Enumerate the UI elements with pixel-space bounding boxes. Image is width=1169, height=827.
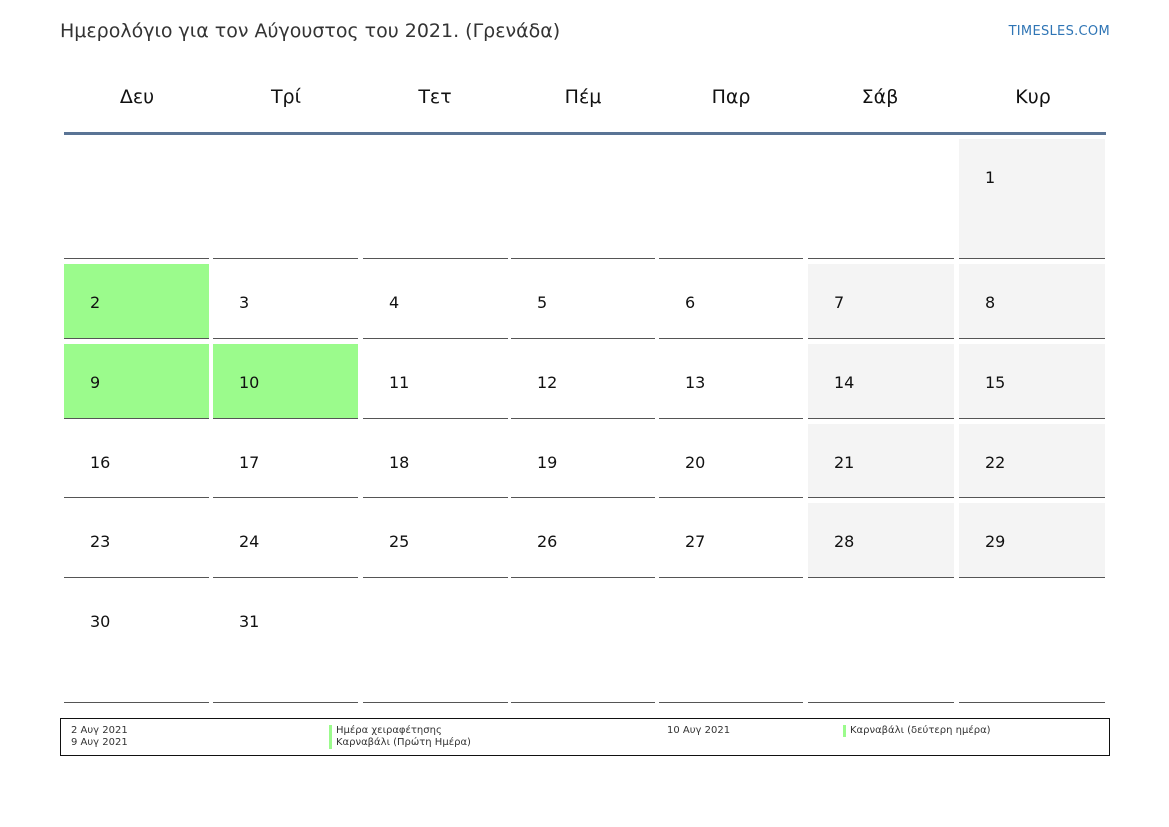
day-number: 17 — [239, 453, 260, 472]
day-number: 1 — [985, 168, 996, 187]
day-cell[interactable]: 20 — [659, 424, 803, 498]
weekday-label: Τρί — [270, 86, 302, 108]
day-cell[interactable]: 22 — [959, 424, 1105, 498]
day-number: 20 — [685, 453, 706, 472]
day-cell[interactable]: 13 — [659, 344, 803, 419]
empty-day-cell — [659, 583, 803, 703]
day-number: 14 — [834, 373, 855, 392]
day-cell[interactable]: 26 — [511, 503, 655, 578]
day-number: 29 — [985, 532, 1006, 551]
empty-day-cell — [511, 139, 655, 259]
day-number: 21 — [834, 453, 855, 472]
day-cell[interactable]: 4 — [363, 264, 508, 339]
day-number: 13 — [685, 373, 706, 392]
legend-holiday-name: Καρναβάλι (δεύτερη ημέρα) — [843, 725, 991, 737]
day-cell[interactable]: 30 — [64, 583, 209, 703]
day-cell[interactable]: 21 — [808, 424, 954, 498]
weekday-label: Δευ — [119, 86, 155, 108]
day-number: 16 — [90, 453, 111, 472]
day-number: 30 — [90, 612, 111, 631]
day-number: 9 — [90, 373, 101, 392]
day-cell[interactable]: 25 — [363, 503, 508, 578]
holiday-legend: 2 Αυγ 2021 9 Αυγ 2021 Ημέρα χειραφέτησης… — [60, 718, 1110, 756]
day-number: 22 — [985, 453, 1006, 472]
empty-day-cell — [808, 139, 954, 259]
day-number: 25 — [389, 532, 410, 551]
empty-day-cell — [808, 583, 954, 703]
day-number: 23 — [90, 532, 111, 551]
empty-day-cell — [959, 583, 1105, 703]
day-cell[interactable]: 18 — [363, 424, 508, 498]
day-number: 8 — [985, 293, 996, 312]
legend-date: 10 Αυγ 2021 — [667, 725, 731, 736]
day-number: 19 — [537, 453, 558, 472]
day-cell[interactable]: 15 — [959, 344, 1105, 419]
day-number: 27 — [685, 532, 706, 551]
day-cell[interactable]: 27 — [659, 503, 803, 578]
day-number: 3 — [239, 293, 250, 312]
weekday-header: Δευ Τρί Τετ Πέμ Παρ Σάβ Κυρ — [64, 80, 1106, 135]
day-cell[interactable]: 9 — [64, 344, 209, 419]
day-number: 28 — [834, 532, 855, 551]
day-cell[interactable]: 16 — [64, 424, 209, 498]
day-cell[interactable]: 10 — [213, 344, 358, 419]
day-number: 18 — [389, 453, 410, 472]
weekday-label: Τετ — [418, 86, 452, 108]
day-cell[interactable]: 3 — [213, 264, 358, 339]
legend-holiday-name: Ημέρα χειραφέτησης — [329, 725, 442, 737]
weekday-label: Πέμ — [564, 86, 602, 108]
day-number: 12 — [537, 373, 558, 392]
empty-day-cell — [511, 583, 655, 703]
day-number: 5 — [537, 293, 548, 312]
day-number: 11 — [389, 373, 410, 392]
empty-day-cell — [213, 139, 358, 259]
day-cell[interactable]: 31 — [213, 583, 358, 703]
day-cell[interactable]: 8 — [959, 264, 1105, 339]
empty-day-cell — [363, 139, 508, 259]
empty-day-cell — [64, 139, 209, 259]
day-cell[interactable]: 14 — [808, 344, 954, 419]
day-cell[interactable]: 23 — [64, 503, 209, 578]
weekday-label: Κυρ — [1015, 86, 1051, 108]
day-number: 10 — [239, 373, 260, 392]
day-cell[interactable]: 12 — [511, 344, 655, 419]
day-number: 2 — [90, 293, 101, 312]
weekday-label: Παρ — [711, 86, 751, 108]
legend-holiday-name: Καρναβάλι (Πρώτη Ημέρα) — [329, 737, 471, 749]
day-number: 26 — [537, 532, 558, 551]
empty-day-cell — [659, 139, 803, 259]
day-cell[interactable]: 11 — [363, 344, 508, 419]
day-number: 31 — [239, 612, 260, 631]
day-cell[interactable]: 19 — [511, 424, 655, 498]
day-cell[interactable]: 6 — [659, 264, 803, 339]
day-cell[interactable]: 5 — [511, 264, 655, 339]
day-number: 24 — [239, 532, 260, 551]
day-cell[interactable]: 24 — [213, 503, 358, 578]
day-cell[interactable]: 2 — [64, 264, 209, 339]
day-number: 7 — [834, 293, 845, 312]
day-cell[interactable]: 29 — [959, 503, 1105, 578]
empty-day-cell — [363, 583, 508, 703]
day-number: 6 — [685, 293, 696, 312]
day-cell[interactable]: 1 — [959, 139, 1105, 259]
page-title: Ημερολόγιο για τον Αύγουστος του 2021. (… — [60, 20, 561, 42]
day-cell[interactable]: 7 — [808, 264, 954, 339]
weekday-label: Σάβ — [861, 86, 899, 108]
day-cell[interactable]: 17 — [213, 424, 358, 498]
site-link[interactable]: TIMESLES.COM — [1008, 24, 1110, 39]
day-cell[interactable]: 28 — [808, 503, 954, 578]
legend-date: 2 Αυγ 2021 — [71, 725, 128, 736]
day-number: 15 — [985, 373, 1006, 392]
day-number: 4 — [389, 293, 400, 312]
legend-date: 9 Αυγ 2021 — [71, 737, 128, 748]
